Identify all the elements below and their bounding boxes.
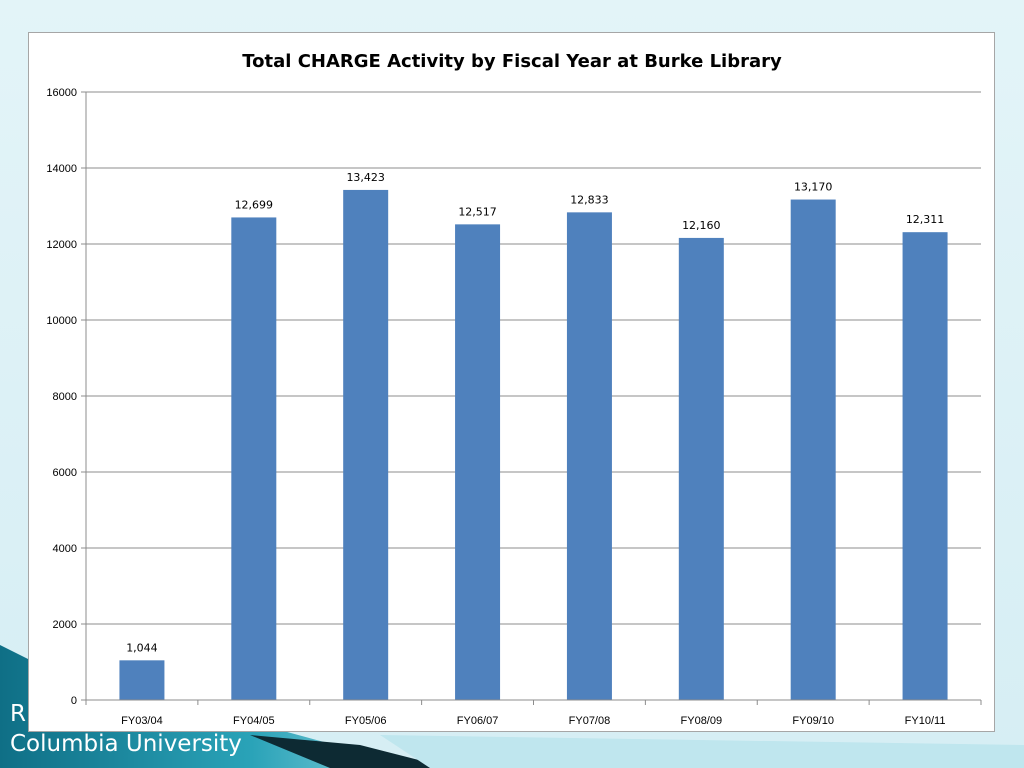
chart-frame: Total CHARGE Activity by Fiscal Year at … (28, 32, 995, 732)
bar-fy08-09 (678, 237, 724, 701)
y-tick-label: 12000 (46, 239, 77, 251)
data-label: 13,170 (794, 181, 833, 194)
x-tick-label: FY04/05 (233, 715, 275, 727)
bar-fy03-04 (119, 660, 165, 700)
data-label: 13,423 (346, 171, 385, 184)
data-label: 12,699 (235, 198, 274, 211)
data-label: 12,833 (570, 193, 609, 206)
y-tick-label: 16000 (46, 87, 77, 99)
data-label: 12,160 (682, 219, 721, 232)
slide-swoosh-light (380, 735, 1024, 768)
y-tick-label: 8000 (53, 391, 77, 403)
data-label: 1,044 (126, 641, 158, 654)
bar-fy04-05 (231, 217, 277, 701)
bar-fy09-10 (790, 199, 836, 701)
y-tick-label: 4000 (53, 543, 77, 555)
footer-institution: Columbia University (10, 731, 242, 757)
x-tick-label: FY07/08 (569, 715, 611, 727)
bar-chart: Total CHARGE Activity by Fiscal Year at … (46, 51, 982, 727)
footer-partial-text: R (10, 701, 26, 727)
y-tick-label: 0 (71, 695, 77, 707)
data-labels: 1,044 12,699 13,423 12,517 12,833 12,160 13,17… (126, 171, 944, 654)
x-tick-label: FY06/07 (457, 715, 499, 727)
slide-swoosh-dark (250, 735, 450, 768)
x-tick-label: FY09/10 (792, 715, 834, 727)
y-tick-label: 10000 (46, 315, 77, 327)
x-tick-label: FY05/06 (345, 715, 387, 727)
slide-swoosh-teal (0, 645, 420, 768)
x-tick-label: FY08/09 (681, 715, 723, 727)
chart-title: Total CHARGE Activity by Fiscal Year at … (242, 51, 782, 72)
gridlines (86, 91, 981, 625)
y-tick-label: 2000 (53, 619, 77, 631)
bar-fy06-07 (455, 224, 501, 700)
y-axis-ticks: 0 2000 4000 6000 8000 10000 12000 14000 16000 (46, 87, 86, 707)
bar-fy10-11 (902, 232, 948, 700)
bar-fy07-08 (566, 212, 612, 700)
x-axis-ticks: FY03/04 FY04/05 FY05/06 FY06/07 FY07/08 FY08/… (85, 700, 982, 727)
x-tick-label: FY03/04 (121, 715, 163, 727)
x-tick-label: FY10/11 (905, 715, 946, 727)
data-label: 12,517 (458, 205, 497, 218)
data-label: 12,311 (906, 213, 945, 226)
y-tick-label: 14000 (46, 163, 77, 175)
bar-fy05-06 (343, 189, 389, 700)
bars (119, 189, 948, 701)
y-tick-label: 6000 (53, 467, 77, 479)
